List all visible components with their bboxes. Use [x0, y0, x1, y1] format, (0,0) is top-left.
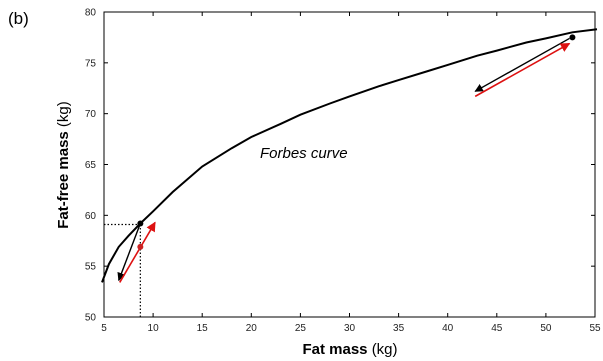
- black-arrow: [117, 223, 141, 282]
- y-axis-title-main: Fat-free mass: [55, 131, 72, 229]
- change-arrows: [117, 37, 571, 283]
- x-tick-label: 5: [101, 323, 107, 334]
- forbes-curve-annotation: Forbes curve: [260, 145, 348, 162]
- y-tick-label: 55: [85, 262, 97, 273]
- x-tick-label: 30: [344, 323, 356, 334]
- x-tick-label: 35: [393, 323, 405, 334]
- y-tick-label: 50: [85, 313, 97, 324]
- y-axis-ticks: 50 55 60 65 70 75 80: [85, 8, 595, 324]
- reference-lines: [104, 223, 141, 317]
- panel-label: (b): [8, 9, 29, 28]
- x-tick-label: 20: [246, 323, 258, 334]
- plot-frame: [103, 11, 596, 318]
- x-tick-label: 10: [148, 323, 160, 334]
- y-axis-title-unit: (kg): [55, 101, 72, 127]
- black-point: [569, 34, 576, 41]
- y-axis-title: Fat-free mass (kg): [55, 101, 72, 229]
- x-axis-title: Fat mass (kg): [302, 341, 397, 358]
- x-tick-label: 55: [589, 323, 601, 334]
- black-point: [137, 220, 144, 227]
- red-arrow: [474, 42, 571, 98]
- red-point: [137, 243, 144, 250]
- y-tick-label: 65: [85, 160, 97, 171]
- y-tick-label: 70: [85, 109, 97, 120]
- black-arrow: [474, 37, 570, 92]
- red-arrow: [119, 221, 156, 283]
- x-axis-ticks: 5 10 15 20 25 30 35 40 45 50 55: [101, 12, 601, 334]
- data-points: [137, 34, 576, 250]
- y-tick-label: 75: [85, 58, 97, 69]
- y-tick-label: 80: [85, 8, 97, 19]
- forbes-curve-line: [101, 28, 598, 283]
- x-tick-label: 25: [295, 323, 307, 334]
- x-axis-title-unit: (kg): [372, 341, 398, 358]
- x-tick-label: 15: [197, 323, 209, 334]
- x-tick-label: 50: [540, 323, 552, 334]
- x-axis-title-main: Fat mass: [302, 341, 367, 358]
- y-tick-label: 60: [85, 211, 97, 222]
- x-tick-label: 40: [442, 323, 454, 334]
- x-tick-label: 45: [491, 323, 503, 334]
